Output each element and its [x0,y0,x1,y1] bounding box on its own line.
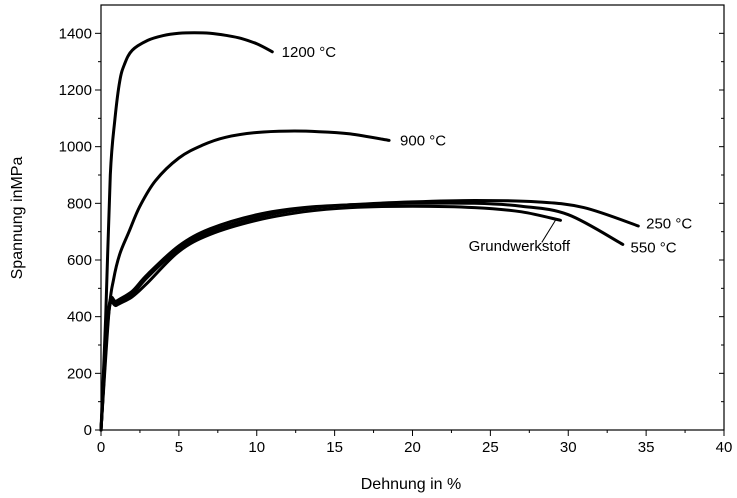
x-tick-label: 35 [638,439,655,456]
x-axis-label: Dehnung in % [361,476,462,493]
series-line-3 [99,201,625,432]
series-layer [99,31,640,432]
plot-area: 0 5 10 15 20 25 30 35 40020040060080010001200140… [59,4,733,456]
y-tick-label: 1200 [59,82,92,99]
y-tick-label: 800 [67,195,92,212]
x-tick-label: 25 [482,439,499,456]
series-annotation-4: Grundwerkstoff [469,238,571,255]
x-tick-label: 15 [326,439,343,456]
annotation-layer: 1200 °C 900 °C 250 °C 550 °C Grundwerkstoff [282,44,693,257]
series-annotation-2: 250 °C [646,216,692,233]
y-tick-label: 1000 [59,139,92,156]
y-tick-label: 600 [67,252,92,269]
series-line-0 [99,31,274,432]
x-tick-label: 0 [97,439,105,456]
series-annotation-1: 900 °C [400,132,446,149]
series-annotation-3: 550 °C [631,239,677,256]
x-tick-label: 5 [175,439,183,456]
grundwerkstoff-leader-line [541,219,557,243]
series-annotation-0: 1200 °C [282,44,337,61]
y-tick-label: 200 [67,365,92,382]
x-tick-label: 40 [716,439,733,456]
x-tick-label: 30 [560,439,577,456]
series-line-4 [99,204,562,432]
x-tick-label: 10 [248,439,265,456]
series-line-2 [99,199,640,432]
plot-frame [100,4,725,431]
y-axis-label: Spannung inMPa [9,157,26,280]
y-tick-label: 400 [67,309,92,326]
series-line-1 [99,129,391,432]
y-tick-label: 0 [84,422,92,439]
y-tick-label: 1400 [59,25,92,42]
x-tick-label: 20 [404,439,421,456]
